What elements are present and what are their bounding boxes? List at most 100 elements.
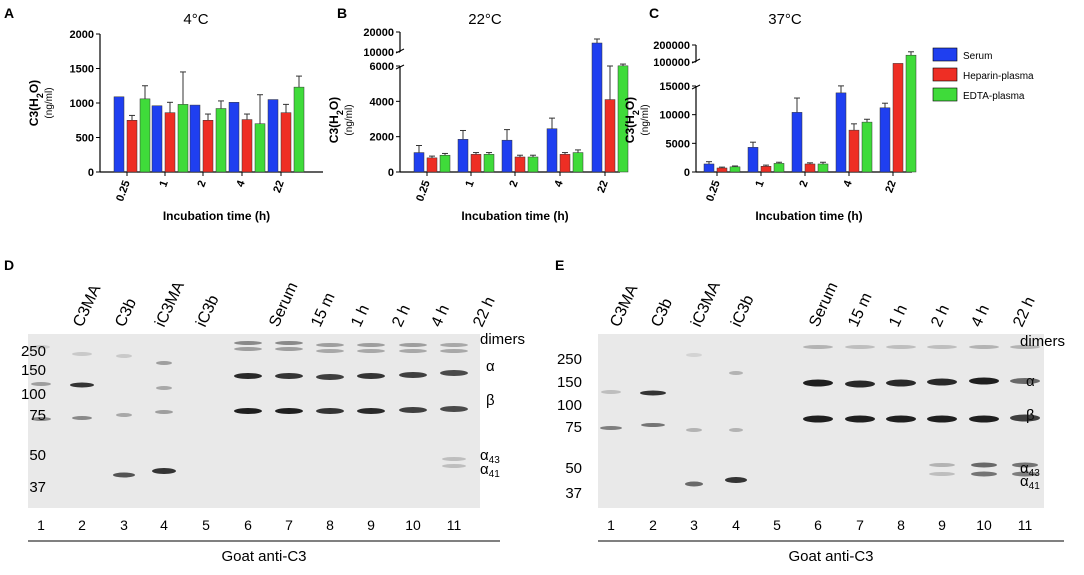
- x-tick-label: 2: [507, 179, 520, 189]
- lane-header: C3MA: [70, 282, 104, 330]
- y-tick-label: 200000: [653, 40, 690, 52]
- bar: [280, 112, 292, 173]
- lane-header: 2 h: [389, 302, 414, 329]
- y-label-subscript: 2: [335, 110, 345, 115]
- panel-letter-d: D: [4, 257, 14, 273]
- band: [886, 415, 916, 423]
- y-tick-label: 1500: [70, 64, 94, 76]
- band: [969, 377, 999, 385]
- bar: [426, 157, 438, 173]
- y-tick-label: 4000: [370, 96, 394, 108]
- x-tick-label: 4: [234, 178, 248, 189]
- chart-b-title: 22°C: [468, 11, 502, 28]
- band: [845, 415, 875, 423]
- band: [275, 408, 303, 414]
- band: [357, 349, 385, 353]
- y-tick-label: 15000: [659, 81, 690, 93]
- y-axis-label: C3(H2O): [623, 97, 641, 143]
- y-label-subscript: 2: [35, 93, 45, 98]
- band: [72, 416, 92, 420]
- bar: [113, 96, 125, 173]
- lane-header: 1 h: [348, 302, 373, 329]
- band: [601, 390, 621, 394]
- band: [969, 415, 999, 423]
- band: [729, 428, 743, 432]
- lane-number: 2: [78, 517, 86, 533]
- bar: [215, 108, 227, 173]
- y-axis-unit: (ng/ml): [344, 104, 355, 135]
- y-tick-label: 100000: [653, 57, 690, 69]
- lane-number: 8: [897, 517, 905, 533]
- band: [969, 345, 999, 349]
- mw-marker: 50: [565, 460, 582, 477]
- mw-marker: 75: [565, 419, 582, 436]
- lane-number: 7: [285, 517, 293, 533]
- lane-number: 5: [202, 517, 210, 533]
- lane-header: 2 h: [928, 302, 953, 329]
- band: [399, 372, 427, 378]
- band: [440, 370, 468, 376]
- x-tick-label: 22: [595, 179, 610, 195]
- y-tick-label: 1000: [70, 98, 94, 110]
- lane-number: 3: [690, 517, 698, 533]
- bar: [293, 86, 305, 173]
- bar: [591, 42, 603, 173]
- legend-swatch-serum: [932, 47, 958, 62]
- lane-header: 15 m: [845, 290, 875, 329]
- bar: [604, 99, 616, 173]
- mw-marker: 150: [557, 374, 582, 391]
- subscript-41: 41: [1029, 481, 1041, 492]
- y-label-part: C3(H: [327, 115, 341, 143]
- bar: [483, 154, 495, 173]
- x-tick-label: 0.25: [114, 179, 133, 203]
- y-label-part: C3(H: [623, 115, 637, 143]
- legend-swatch-heparin: [932, 67, 958, 82]
- bar: [413, 152, 425, 173]
- band: [234, 347, 262, 351]
- mw-marker: 100: [21, 386, 46, 403]
- bar: [729, 166, 741, 173]
- x-tick-label: 0.25: [414, 179, 433, 203]
- y-axis-label: C3(H2O): [27, 80, 45, 126]
- band: [1012, 471, 1038, 477]
- band: [1010, 378, 1040, 384]
- lane-number: 7: [856, 517, 864, 533]
- band: [927, 345, 957, 349]
- legend-label-serum: Serum: [963, 51, 992, 62]
- y-tick-label: 5000: [666, 138, 690, 150]
- band: [440, 343, 468, 347]
- band-label-dimers: dimers: [1020, 333, 1065, 350]
- y-tick-label: 6000: [370, 61, 394, 73]
- lane-header: 15 m: [308, 290, 338, 329]
- band: [803, 415, 833, 423]
- band: [971, 471, 997, 477]
- band: [275, 341, 303, 345]
- band: [399, 343, 427, 347]
- y-tick-label: 0: [388, 167, 394, 179]
- lane-header: 4 h: [968, 302, 993, 329]
- x-tick-label: 2: [195, 179, 208, 189]
- lane-number: 4: [732, 517, 740, 533]
- lane-header: C3MA: [607, 282, 641, 330]
- lane-number: 10: [405, 517, 421, 533]
- band: [686, 428, 702, 432]
- lane-number: 9: [367, 517, 375, 533]
- mw-marker: 50: [29, 447, 46, 464]
- band: [440, 349, 468, 353]
- bar: [126, 120, 138, 173]
- x-tick-label: 0.25: [704, 179, 723, 203]
- band: [275, 347, 303, 351]
- bar: [716, 167, 728, 173]
- y-tick-label: 500: [76, 133, 94, 145]
- bar: [139, 98, 151, 173]
- bar: [747, 147, 759, 173]
- band: [70, 382, 94, 388]
- lane-header: 22 h: [1010, 294, 1039, 329]
- band: [156, 361, 172, 365]
- y-tick-label: 20000: [363, 27, 394, 39]
- bar: [267, 99, 279, 173]
- band: [116, 413, 132, 417]
